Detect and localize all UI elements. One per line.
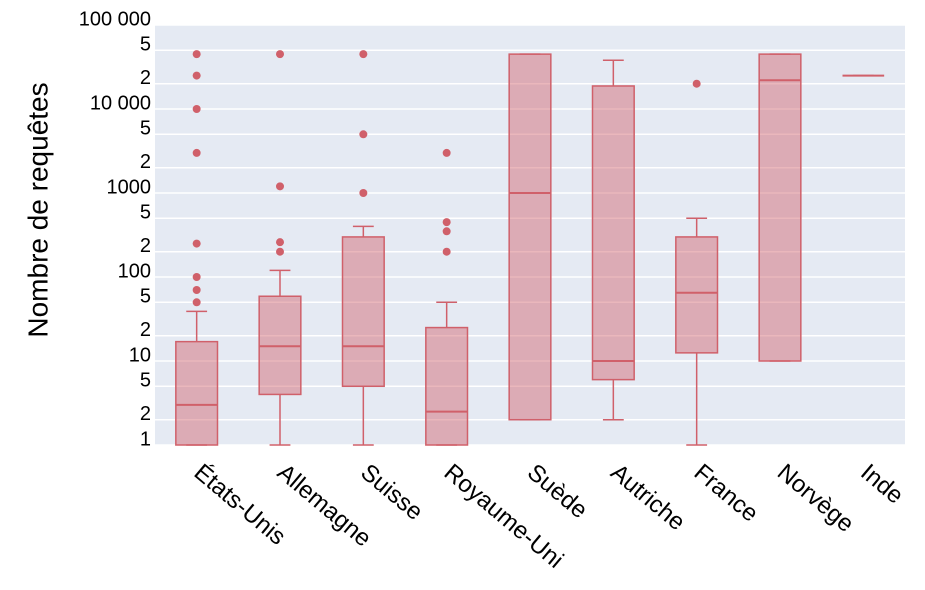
y-tick-label: 10 xyxy=(129,344,151,366)
outlier xyxy=(442,148,451,157)
outlier xyxy=(276,247,284,256)
y-tick-label: 5 xyxy=(140,202,151,224)
box xyxy=(175,340,219,446)
x-tick-label: France xyxy=(689,459,764,528)
outlier xyxy=(192,105,201,113)
outlier xyxy=(192,239,201,248)
outlier xyxy=(359,50,368,59)
outlier xyxy=(276,182,284,191)
y-tick-label: 1000 xyxy=(107,176,152,198)
y-tick-label: 5 xyxy=(140,34,151,56)
y-tick-label: 2 xyxy=(140,235,151,257)
y-tick-label: 10 000 xyxy=(90,92,151,114)
y-tick-label: 5 xyxy=(140,286,151,308)
outlier xyxy=(192,148,201,157)
box xyxy=(425,326,469,446)
y-tick-label: 2 xyxy=(140,403,151,425)
plot-area xyxy=(155,25,905,445)
box xyxy=(675,236,719,354)
x-tick-label: Autriche xyxy=(605,459,690,536)
x-tick-label: Norvège xyxy=(772,459,859,538)
y-tick-label: 2 xyxy=(140,319,151,341)
outlier xyxy=(359,130,368,139)
y-tick-label: 2 xyxy=(140,67,151,89)
y-tick-label: 100 000 xyxy=(79,8,151,30)
outlier xyxy=(276,238,284,247)
outlier xyxy=(442,227,451,236)
x-tick-label: Suisse xyxy=(355,459,428,526)
y-tick-label: 1 xyxy=(140,428,151,450)
y-tick-label: 5 xyxy=(140,370,151,392)
box xyxy=(508,53,552,421)
outlier xyxy=(692,79,701,88)
y-axis-label: Nombre de requêtes xyxy=(22,82,53,337)
outlier xyxy=(192,298,201,307)
x-tick-label: Suède xyxy=(522,459,593,524)
outlier xyxy=(442,247,451,256)
outlier xyxy=(192,71,201,80)
box xyxy=(758,53,802,362)
outlier xyxy=(192,286,201,295)
box xyxy=(341,236,385,388)
outlier xyxy=(442,218,451,227)
x-tick-label: Inde xyxy=(855,459,908,510)
box xyxy=(591,85,635,381)
x-tick-label: États-Unis xyxy=(189,459,291,551)
y-tick-label: 100 xyxy=(118,260,151,282)
outlier xyxy=(192,273,201,281)
y-tick-label: 5 xyxy=(140,118,151,140)
outlier xyxy=(192,50,201,59)
outlier xyxy=(276,50,284,59)
outlier xyxy=(359,189,368,197)
y-tick-label: 2 xyxy=(140,151,151,173)
